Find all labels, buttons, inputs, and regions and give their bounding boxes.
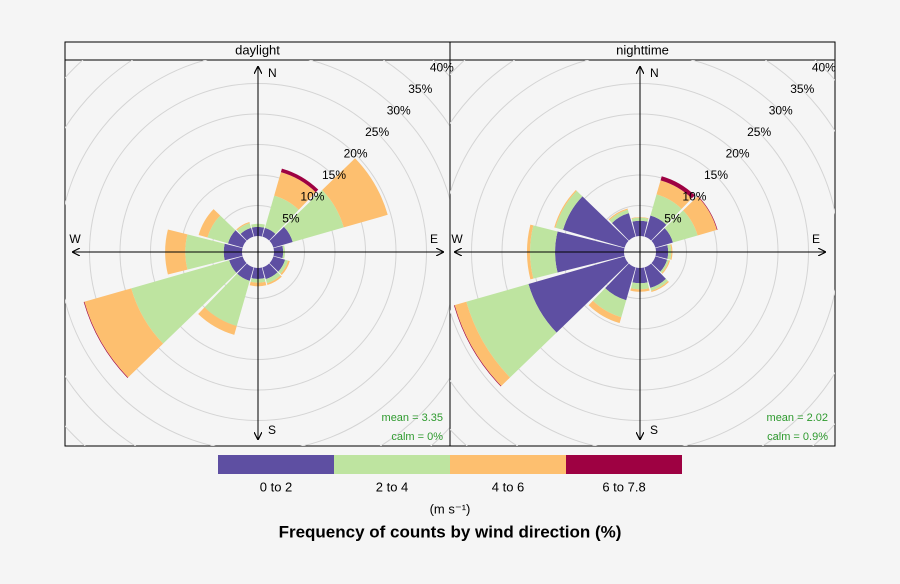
petal-segment [563,196,629,248]
petal-segment [605,263,636,301]
petal-segment [660,259,669,273]
petal-segment [266,275,282,285]
petal-segment [240,227,254,241]
petal-segment [656,180,692,209]
petal-segment [651,228,673,248]
petal-segment [651,281,669,293]
petal-segment [466,283,557,378]
petal-segment [660,176,695,199]
petal-segment [661,260,671,274]
petal-segment [651,256,668,272]
petal-segment [588,300,622,324]
y-tick-label: 5% [282,211,300,225]
annotation: mean = 3.35 [382,412,443,424]
petal-segment [608,208,628,221]
petal-segment [274,172,316,210]
legend-label: 4 to 6 [492,479,525,494]
petal-segment [198,209,221,238]
petal-segment [283,190,344,243]
petal-segment [683,196,717,236]
y-tick-label: 10% [300,190,324,204]
y-tick-label: 15% [322,168,346,182]
y-tick-label: 40% [812,60,836,74]
petal-segment [269,226,293,248]
caption: Frequency of counts by wind direction (%… [279,522,622,541]
compass-label: E [430,232,438,246]
petal-segment [265,272,281,284]
compass-label: W [69,232,81,246]
legend-swatch [218,455,334,474]
panel-plot [450,60,835,446]
petal-segment [644,215,667,241]
petal-segment [528,256,629,333]
y-tick-label: 20% [726,147,750,161]
compass-label: N [650,66,659,80]
y-tick-label: 30% [387,103,411,117]
petal-segment [592,288,627,318]
compass-label: S [650,423,658,437]
panel-title: daylight [235,42,280,57]
petal-segment [280,260,290,275]
y-tick-label: 25% [747,125,771,139]
petal-segment [278,259,289,274]
petal-segment [664,210,698,243]
petal-segment [322,158,388,228]
strip [449,41,836,61]
legend-swatch [450,455,566,474]
y-tick-label: 15% [704,168,728,182]
y-tick-label: 35% [408,82,432,96]
annotation: mean = 2.02 [767,412,828,424]
petal-segment [262,227,276,241]
y-tick-label: 10% [682,190,706,204]
y-tick-label: 5% [664,211,682,225]
compass-label: S [268,423,276,437]
petal-segment [204,273,250,327]
petal-segment [555,190,583,230]
legend-label: 0 to 2 [260,479,293,494]
y-tick-label: 25% [365,125,389,139]
petal-segment [229,256,247,273]
petal-segment [554,190,577,228]
petal-segment [631,217,649,219]
petal-segment [609,209,629,223]
petal-segment [454,301,511,386]
petal-segment [644,263,666,288]
legend-label: 2 to 4 [376,479,409,494]
petal-segment [84,288,164,378]
compass-label: N [268,66,277,80]
petal-segment [611,213,636,241]
petal-segment [264,195,299,234]
compass-label: E [812,232,820,246]
petal-segment [131,260,237,344]
y-tick-label: 20% [344,147,368,161]
y-tick-label: 35% [790,82,814,96]
petal-segment [527,224,534,280]
annotation: calm = 0.9% [767,431,828,443]
petal-segment [236,221,250,231]
petal-segment [227,230,247,248]
compass-label: W [451,232,463,246]
y-tick-label: 40% [430,60,454,74]
petal-segment [650,194,682,225]
legend-title: (m s⁻¹) [430,501,471,516]
petal-segment [269,256,286,272]
petal-segment [650,278,669,291]
legend-swatch [334,455,450,474]
petal-segment [237,263,254,281]
legend-swatch [566,455,682,474]
y-tick-label: 30% [769,103,793,117]
petal-segment [198,307,237,335]
petal-segment [237,223,252,234]
petal-segment [207,215,236,244]
panel-title: nighttime [616,42,669,57]
petal-segment [262,263,278,280]
annotation: calm = 0% [391,431,443,443]
petal-segment [280,168,319,193]
legend-label: 6 to 7.8 [602,479,645,494]
